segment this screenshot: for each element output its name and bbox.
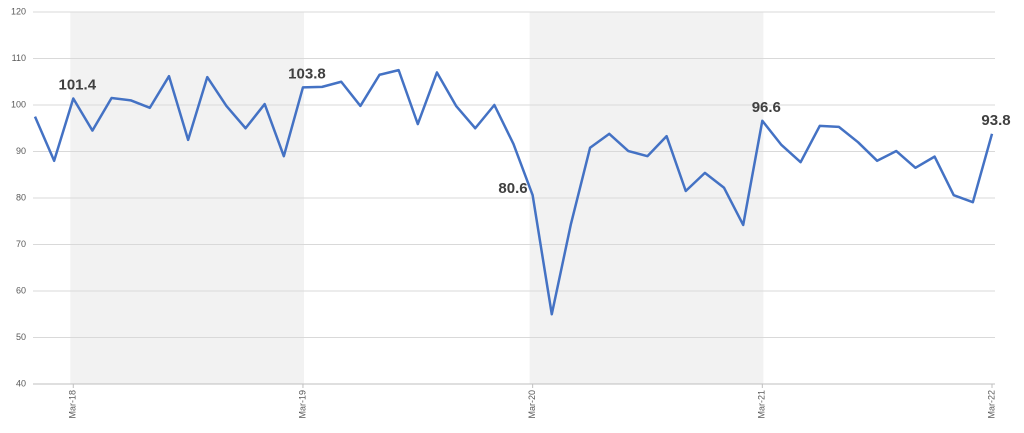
x-tick-label: Mar-18 (68, 390, 78, 419)
data-label: 103.8 (288, 65, 326, 82)
y-tick-label: 40 (16, 378, 26, 388)
x-tick-label: Mar-20 (527, 390, 537, 419)
y-tick-label: 100 (11, 99, 26, 109)
y-tick-label: 80 (16, 192, 26, 202)
x-tick-label: Mar-21 (757, 390, 767, 419)
y-tick-label: 60 (16, 285, 26, 295)
line (33, 68, 994, 316)
x-tick-label: Mar-19 (297, 390, 307, 419)
data-label: 80.6 (498, 180, 527, 197)
y-tick-label: 110 (12, 53, 26, 63)
data-label: 101.4 (59, 76, 97, 93)
y-tick-label: 90 (16, 146, 26, 156)
data-label: 96.6 (752, 99, 781, 116)
x-tick-label: Mar-22 (986, 390, 996, 419)
y-tick-label: 50 (16, 332, 26, 342)
y-tick-label: 70 (16, 239, 26, 249)
y-tick-label: 120 (11, 6, 26, 16)
data-label: 93.8 (981, 112, 1010, 129)
